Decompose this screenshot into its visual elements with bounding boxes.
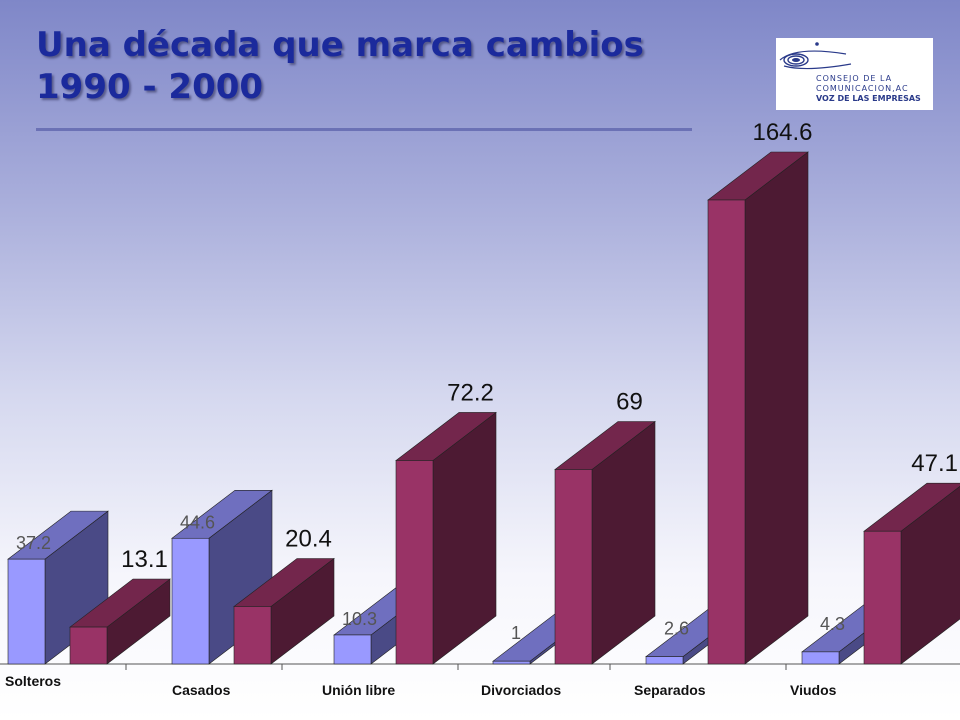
title-underline <box>36 128 692 131</box>
category-label-5: Viudos <box>790 682 837 698</box>
data-label-2000-0: 13.1 <box>121 546 168 573</box>
category-label-2: Unión libre <box>322 682 395 698</box>
data-label-2000-2: 72.2 <box>447 379 494 406</box>
data-label-1990-5: 4.3 <box>820 614 845 634</box>
data-label-2000-5: 47.1 <box>911 450 958 477</box>
logo-text-line-3: VOZ DE LAS EMPRESAS <box>816 94 921 103</box>
bar-2000-0 <box>69 578 171 665</box>
bar-2000-3 <box>554 420 656 665</box>
data-label-1990-1: 44.6 <box>180 512 215 532</box>
logo-swirl-icon <box>779 42 852 70</box>
consejo-logo: CONSEJO DE LA COMUNICACION,AC VOZ DE LAS… <box>776 38 933 110</box>
data-label-2000-1: 20.4 <box>285 525 332 552</box>
category-label-0: Solteros <box>5 673 61 689</box>
data-label-1990-3: 1 <box>511 623 521 643</box>
chart-title: Una década que marca cambios 1990 - 2000 <box>36 24 644 108</box>
title-line-1: Una década que marca cambios <box>36 25 644 65</box>
bar-2000-4 <box>707 151 809 665</box>
category-label-3: Divorciados <box>481 682 561 698</box>
category-label-4: Separados <box>634 682 706 698</box>
data-label-1990-0: 37.2 <box>16 533 51 553</box>
data-label-2000-4: 164.6 <box>752 119 812 146</box>
data-label-2000-3: 69 <box>616 388 643 415</box>
bar-1990-0 <box>7 510 109 665</box>
title-line-2: 1990 - 2000 <box>36 67 264 107</box>
category-label-1: Casados <box>172 682 231 698</box>
logo-text-line-1: CONSEJO DE LA <box>816 74 893 83</box>
data-label-1990-2: 10.3 <box>342 609 377 629</box>
bar-2000-5 <box>863 482 960 665</box>
data-label-1990-4: 2.6 <box>664 619 689 639</box>
bar-2000-1 <box>233 557 335 665</box>
bar-2000-2 <box>395 411 497 665</box>
logo-text-line-2: COMUNICACION,AC <box>816 84 909 93</box>
